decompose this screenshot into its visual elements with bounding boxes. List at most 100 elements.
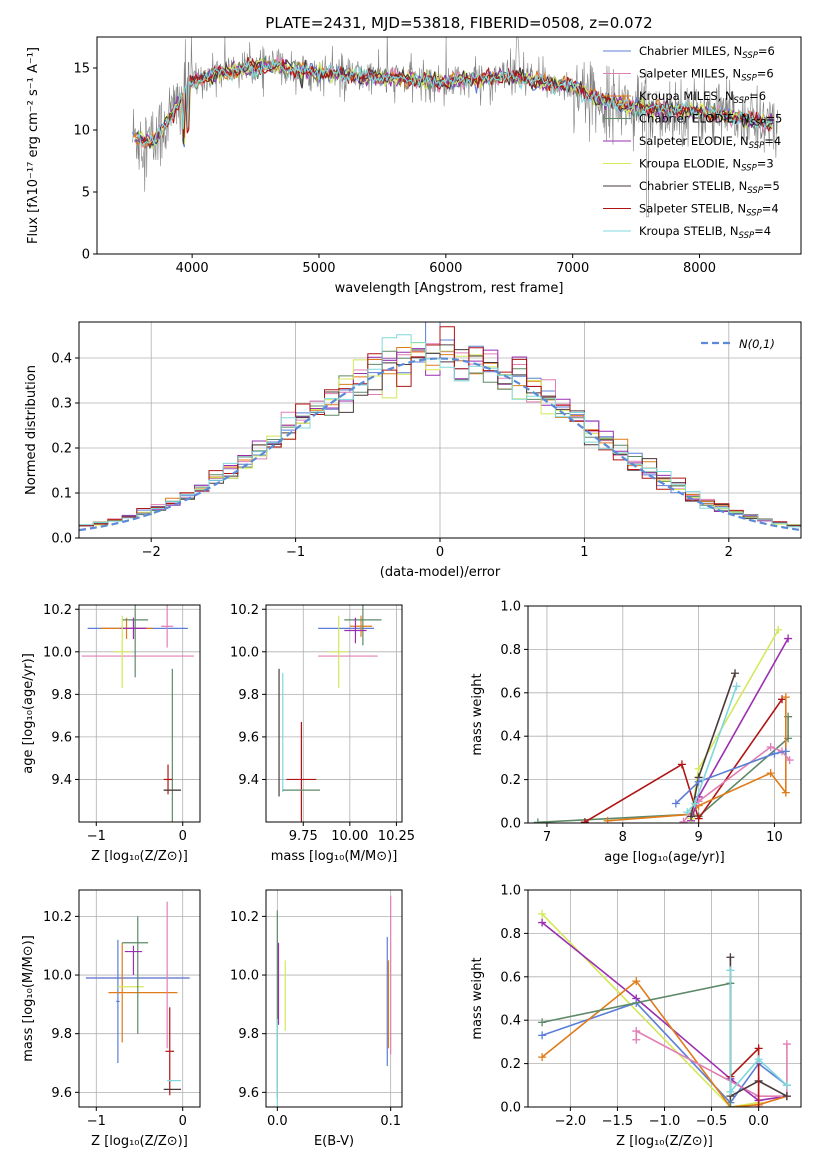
legend-suffix: =5 bbox=[765, 112, 782, 126]
legend-subscript: SSP bbox=[749, 141, 765, 151]
panel-Z-mass: −1 0 9.6 9.8 10.0 10.2 Z [log₁₀(Z/Z⊙)] mass [lo… bbox=[21, 889, 201, 1149]
legend-label: Chabrier MILES, N bbox=[639, 44, 742, 58]
weight-point bbox=[770, 749, 779, 758]
weight-point bbox=[694, 777, 703, 786]
x-tick-label: 0.0 bbox=[267, 1114, 288, 1129]
x-tick-label: −2.0 bbox=[555, 1114, 587, 1129]
x-tick-label: −2 bbox=[142, 545, 161, 560]
weight-point bbox=[766, 743, 775, 752]
x-axis-label: mass [log₁₀(M/M⊙)] bbox=[271, 849, 398, 864]
model-spectrum-5 bbox=[135, 58, 773, 149]
weight-series-5 bbox=[682, 746, 791, 823]
y-axis-label: mass [log₁₀(M/M⊙)] bbox=[21, 935, 36, 1062]
x-tick-label: −1 bbox=[87, 1114, 106, 1129]
plot-area-Z-weight bbox=[538, 909, 791, 1107]
x-tick-label: −1.0 bbox=[649, 1114, 681, 1129]
legend-label: Chabrier ELODIE, N bbox=[639, 112, 750, 126]
legend-entry: Salpeter ELODIE, NSSP=4 bbox=[639, 134, 781, 151]
y-tick-label: 0.6 bbox=[500, 686, 521, 701]
y-tick-label: 0.2 bbox=[500, 773, 521, 788]
legend-entry: Chabrier ELODIE, NSSP=5 bbox=[639, 112, 782, 129]
y-tick-label: 0.0 bbox=[500, 1101, 521, 1116]
weight-point bbox=[781, 747, 790, 756]
legend-subscript: SSP bbox=[747, 186, 763, 196]
y-tick-label: 0.8 bbox=[500, 927, 521, 942]
legend-suffix: =4 bbox=[762, 202, 779, 216]
plot-area-residuals bbox=[79, 322, 801, 532]
weight-point bbox=[726, 1087, 735, 1096]
legend-entry: Salpeter MILES, NSSP=6 bbox=[639, 67, 774, 84]
x-tick-label: −1 bbox=[286, 545, 305, 560]
legend-suffix: =6 bbox=[749, 89, 766, 103]
weight-point bbox=[580, 818, 589, 823]
legend-suffix: =6 bbox=[757, 67, 774, 81]
weight-point bbox=[785, 756, 794, 765]
x-tick-label: 0.1 bbox=[380, 1114, 401, 1129]
legend-subscript: SSP bbox=[741, 164, 757, 174]
weight-series-8 bbox=[729, 970, 788, 1094]
x-tick-label: 1 bbox=[580, 545, 588, 560]
weight-point bbox=[766, 769, 775, 778]
x-tick-label: 0.0 bbox=[748, 1114, 769, 1129]
y-tick-label: 10 bbox=[73, 124, 90, 139]
x-axis-label: E(B-V) bbox=[314, 1134, 354, 1149]
y-tick-label: 15 bbox=[73, 62, 90, 77]
plot-area-Z-mass bbox=[85, 901, 190, 1096]
legend-suffix: =6 bbox=[758, 44, 775, 58]
plot-area-EBV-mass bbox=[276, 895, 392, 1107]
x-tick-label: 7 bbox=[543, 830, 551, 845]
weight-point bbox=[732, 682, 741, 691]
x-axis-label: Z [log₁₀(Z/Z⊙)] bbox=[91, 849, 188, 864]
panel-Z-weight: −2.0 −1.5 −1.0 −0.5 0.0 0.0 0.2 0.4 0.6 0.8 1.0 Z [… bbox=[470, 884, 802, 1149]
weight-series-3 bbox=[541, 979, 788, 1107]
legend-label: Kroupa MILES, N bbox=[639, 89, 734, 103]
weight-series-1 bbox=[584, 698, 783, 823]
legend-label: Salpeter ELODIE, N bbox=[639, 134, 749, 148]
weight-point bbox=[538, 909, 547, 918]
y-tick-label: 0.2 bbox=[500, 1057, 521, 1072]
plot-area-Z-age bbox=[81, 605, 194, 822]
residual-histogram-3 bbox=[79, 344, 801, 527]
weight-point bbox=[538, 918, 547, 927]
weight-point bbox=[754, 1055, 763, 1064]
legend-label: Chabrier STELIB, N bbox=[639, 179, 747, 193]
x-tick-label: 8000 bbox=[683, 261, 716, 276]
y-tick-label: 9.8 bbox=[51, 1027, 72, 1042]
weight-point bbox=[687, 812, 696, 821]
y-tick-label: 0.4 bbox=[500, 730, 521, 745]
weight-point bbox=[774, 625, 783, 634]
panel-age-weight: 7 8 9 10 0.0 0.2 0.4 0.6 0.8 1.0 age [log₁₀(age/yr… bbox=[470, 600, 802, 865]
weight-point bbox=[754, 1103, 763, 1107]
panel-mass-age: 9.75 10.00 10.25 9.4 9.6 9.8 10.0 10.2 mass [log… bbox=[230, 603, 415, 864]
legend-entry: Chabrier STELIB, NSSP=5 bbox=[639, 179, 780, 196]
plot-area-mass-age bbox=[278, 605, 382, 822]
x-axis-label: (data-model)/error bbox=[380, 565, 501, 580]
y-tick-label: 10.2 bbox=[43, 910, 72, 925]
y-tick-label: 10.2 bbox=[230, 603, 259, 618]
y-tick-label: 10.0 bbox=[43, 969, 72, 984]
weight-point bbox=[694, 814, 703, 823]
weight-point bbox=[677, 760, 686, 769]
weight-point bbox=[632, 1035, 641, 1044]
y-tick-label: 10.2 bbox=[43, 603, 72, 618]
weight-point bbox=[603, 816, 612, 823]
residual-histogram-8 bbox=[79, 334, 801, 528]
x-tick-label: 10 bbox=[766, 830, 783, 845]
legend-suffix: =3 bbox=[757, 157, 774, 171]
x-tick-label: 8 bbox=[619, 830, 627, 845]
y-tick-label: 9.6 bbox=[51, 730, 72, 745]
y-axis-label: mass weight bbox=[470, 957, 485, 1039]
axes-frame bbox=[265, 604, 403, 823]
model-spectrum-8 bbox=[137, 58, 773, 147]
weight-point bbox=[538, 1031, 547, 1040]
legend-subscript: SSP bbox=[741, 74, 757, 84]
y-tick-label: 0.3 bbox=[51, 397, 72, 412]
legend-suffix: =4 bbox=[764, 134, 781, 148]
y-axis-label: age [log₁₀(age/yr)] bbox=[21, 653, 36, 774]
weight-point bbox=[690, 799, 699, 808]
panel-EBV-mass: 0.0 0.1 9.6 9.8 10.0 10.2 E(B-V) bbox=[230, 889, 403, 1149]
weight-point bbox=[782, 1040, 791, 1049]
legend-suffix: =5 bbox=[763, 179, 780, 193]
